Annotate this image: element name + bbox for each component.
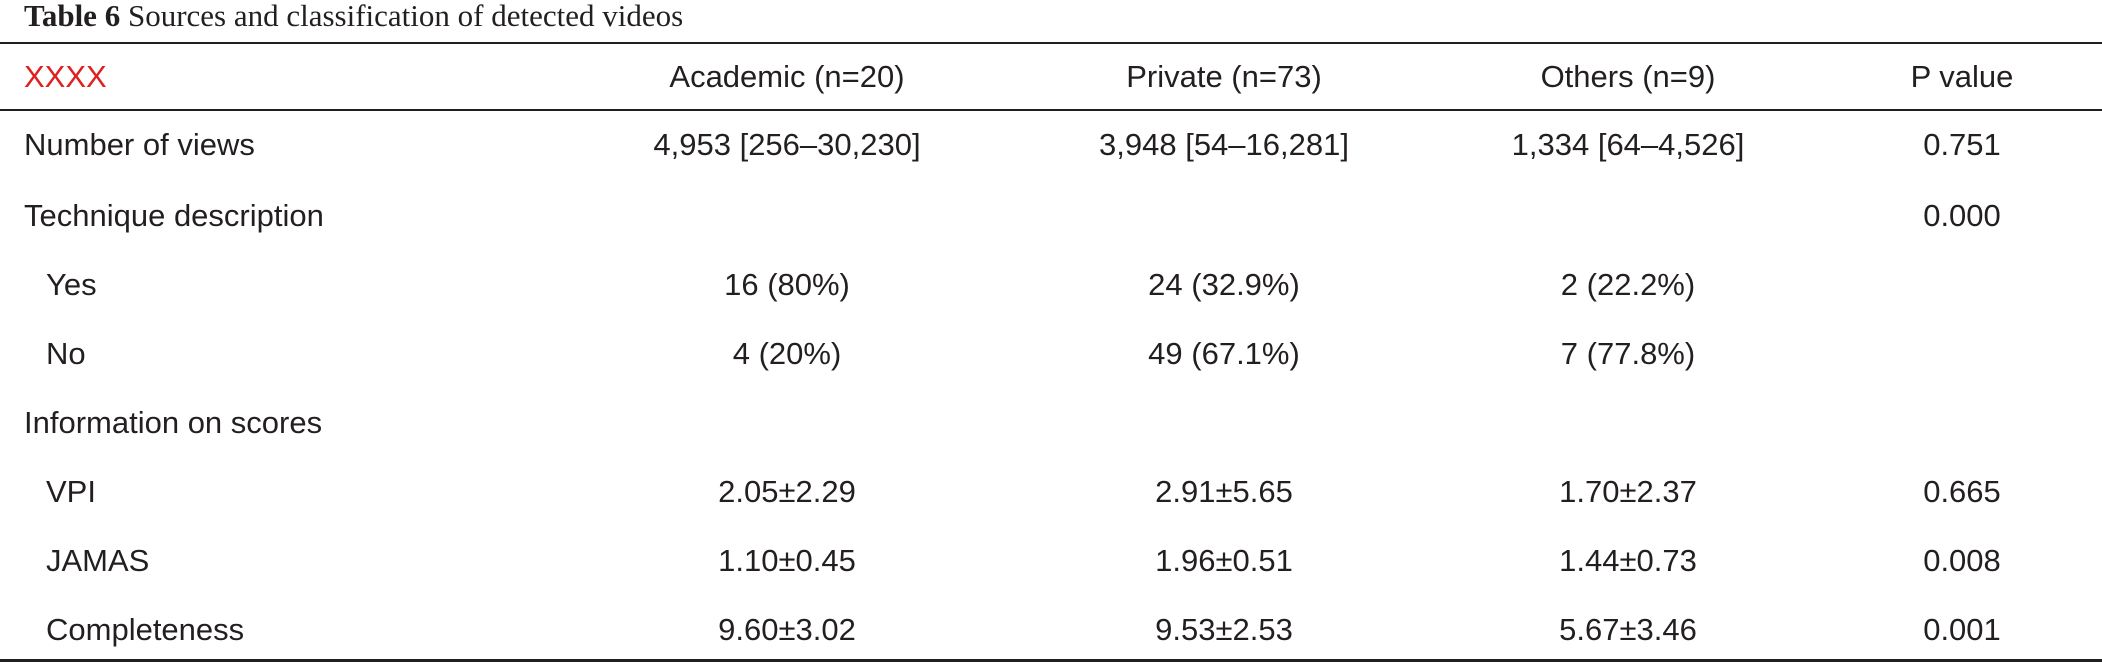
cell-others: 2 (22.2%) <box>1560 266 1696 302</box>
table-row: No 4 (20%) 49 (67.1%) 7 (77.8%) <box>0 319 2102 388</box>
table-caption-label: Table 6 <box>24 0 121 33</box>
cell-others: 1,334 [64–4,526] <box>1511 127 1745 162</box>
table-bottom-rule <box>0 659 2102 662</box>
column-header-academic: Academic (n=20) <box>669 58 905 94</box>
cell-academic <box>560 388 1014 457</box>
cell-others: 1.70±2.37 <box>1559 473 1697 509</box>
cell-private: 1.96±0.51 <box>1155 542 1293 578</box>
row-label: JAMAS <box>46 542 150 578</box>
row-label: Number of views <box>24 127 255 162</box>
row-label: Technique description <box>24 197 324 233</box>
cell-others: 5.67±3.46 <box>1559 611 1697 647</box>
cell-academic: 2.05±2.29 <box>718 473 856 509</box>
cell-private: 3,948 [54–16,281] <box>1099 127 1349 162</box>
cell-private: 2.91±5.65 <box>1155 473 1293 509</box>
cell-p-value <box>1822 319 2102 388</box>
column-header-private: Private (n=73) <box>1126 58 1322 94</box>
cell-others <box>1434 388 1822 457</box>
cell-p-value: 0.665 <box>1923 473 2001 509</box>
table-row: VPI 2.05±2.29 2.91±5.65 1.70±2.37 0.665 <box>0 457 2102 526</box>
cell-p-value <box>1822 388 2102 457</box>
table-row: JAMAS 1.10±0.45 1.96±0.51 1.44±0.73 0.00… <box>0 526 2102 595</box>
table-row: Number of views 4,953 [256–30,230] 3,948… <box>0 109 2102 181</box>
cell-p-value <box>1822 250 2102 319</box>
cell-others: 1.44±0.73 <box>1559 542 1697 578</box>
table-header-rule <box>0 109 2102 111</box>
row-label: Information on scores <box>24 404 323 440</box>
cell-private <box>1014 181 1434 250</box>
table-row: Yes 16 (80%) 24 (32.9%) 2 (22.2%) <box>0 250 2102 319</box>
column-header-p-value: P value <box>1910 58 2014 94</box>
column-header-variable: XXXX <box>24 58 107 94</box>
cell-private <box>1014 388 1434 457</box>
table-caption: Table 6 Sources and classification of de… <box>24 0 683 40</box>
cell-private: 49 (67.1%) <box>1148 335 1300 371</box>
cell-academic: 4 (20%) <box>732 335 842 371</box>
row-label: VPI <box>46 473 96 509</box>
table-row: Completeness 9.60±3.02 9.53±2.53 5.67±3.… <box>0 595 2102 664</box>
cell-academic: 9.60±3.02 <box>718 611 856 647</box>
table-row: Technique description 0.000 <box>0 181 2102 250</box>
table-header-row: XXXX Academic (n=20) Private (n=73) Othe… <box>0 44 2102 109</box>
cell-p-value: 0.000 <box>1923 197 2001 233</box>
table-caption-text: Sources and classification of detected v… <box>127 0 684 33</box>
column-header-others: Others (n=9) <box>1540 58 1716 94</box>
table-row: Information on scores <box>0 388 2102 457</box>
cell-academic: 16 (80%) <box>724 266 850 302</box>
cell-others <box>1434 181 1822 250</box>
row-label: Yes <box>46 266 97 302</box>
cell-p-value: 0.751 <box>1923 127 2001 162</box>
cell-private: 9.53±2.53 <box>1155 611 1293 647</box>
cell-academic: 1.10±0.45 <box>718 542 856 578</box>
cell-private: 24 (32.9%) <box>1148 266 1300 302</box>
row-label: Completeness <box>46 611 245 647</box>
cell-p-value: 0.001 <box>1923 611 2001 647</box>
data-table: XXXX Academic (n=20) Private (n=73) Othe… <box>0 44 2102 664</box>
cell-academic: 4,953 [256–30,230] <box>653 127 921 162</box>
cell-others: 7 (77.8%) <box>1560 335 1696 371</box>
table-top-rule <box>0 42 2102 44</box>
cell-academic <box>560 181 1014 250</box>
row-label: No <box>46 335 86 371</box>
cell-p-value: 0.008 <box>1923 542 2001 578</box>
